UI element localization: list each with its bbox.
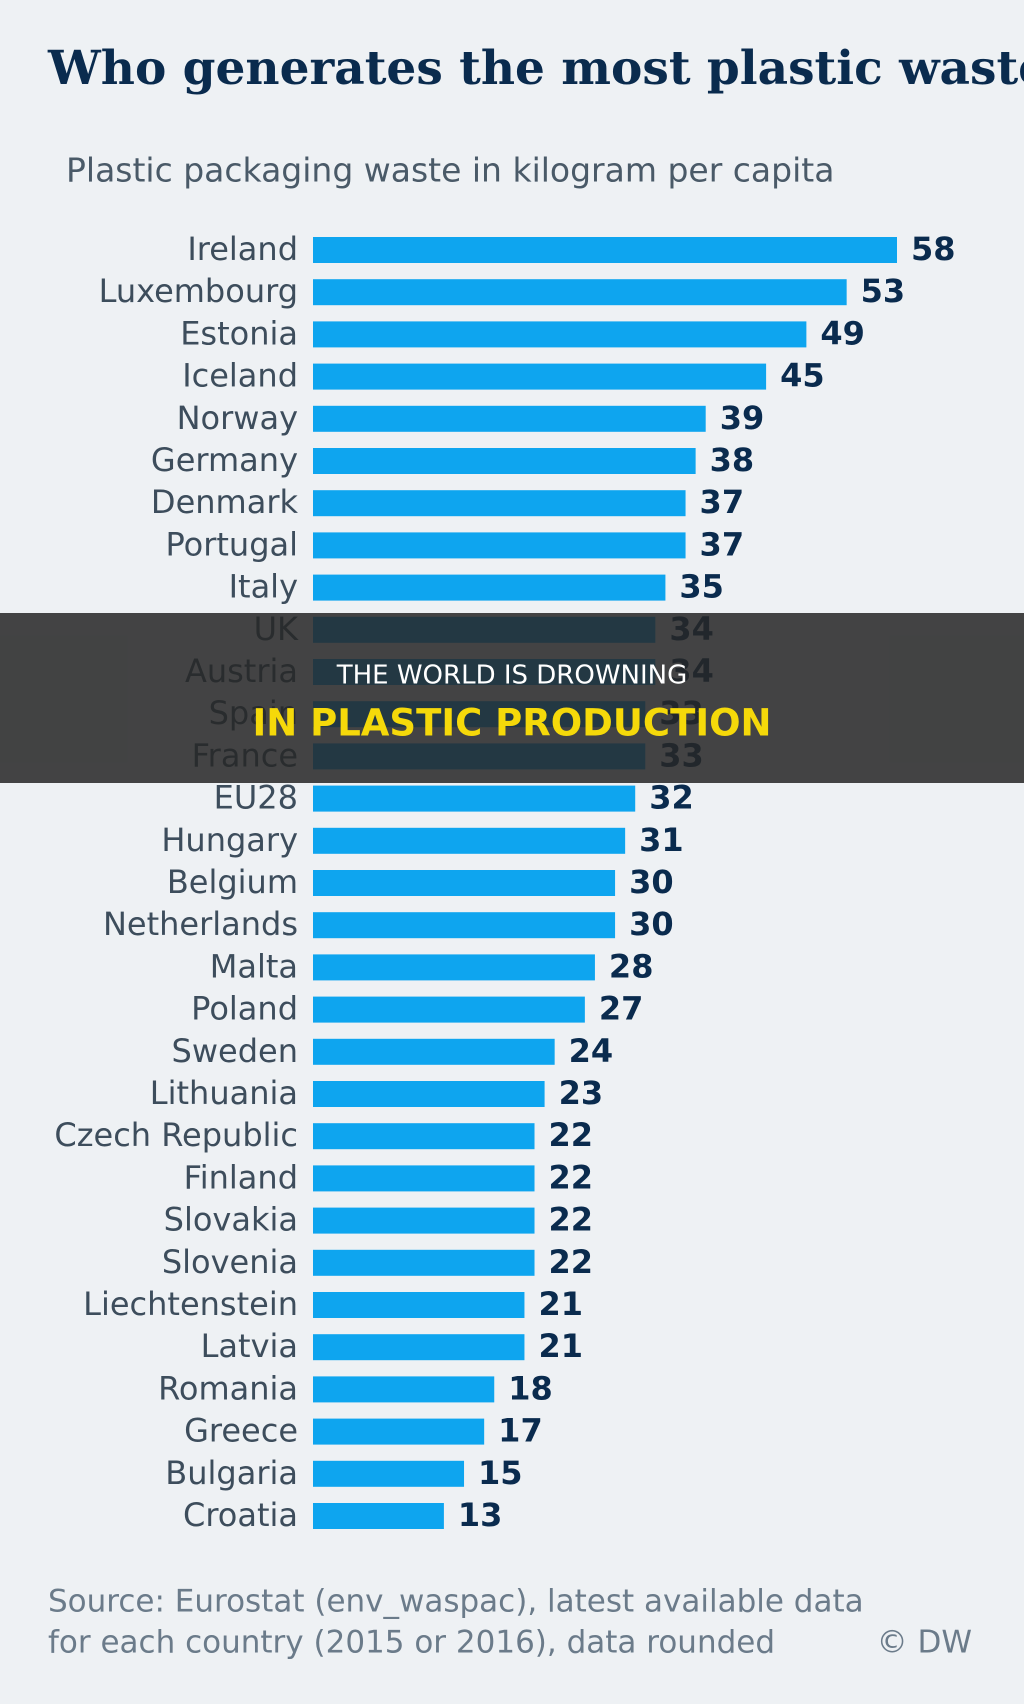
- bar: [313, 1165, 535, 1192]
- category-label: Ireland: [187, 230, 298, 268]
- bar: [313, 1334, 525, 1361]
- category-label: Lithuania: [150, 1074, 298, 1112]
- value-label: 22: [549, 1243, 594, 1281]
- category-label: Slovenia: [162, 1243, 298, 1281]
- bar: [313, 1503, 444, 1529]
- bar: [313, 954, 595, 981]
- value-label: 24: [569, 1032, 614, 1070]
- category-label: Norway: [177, 399, 298, 437]
- value-label: 35: [679, 568, 724, 606]
- bar: [313, 1081, 545, 1107]
- value-label: 45: [780, 357, 825, 395]
- bar: [313, 870, 616, 896]
- value-label: 18: [508, 1369, 553, 1407]
- overlay-banner: [0, 613, 1024, 783]
- source-line: Source: Eurostat (env_waspac), latest av…: [48, 1584, 864, 1620]
- category-label: Belgium: [167, 863, 298, 901]
- bar: [313, 1038, 555, 1065]
- category-label: Poland: [191, 990, 298, 1028]
- bar: [313, 912, 616, 939]
- category-label: Liechtenstein: [83, 1285, 298, 1323]
- bar: [313, 1207, 535, 1234]
- value-label: 37: [700, 525, 745, 563]
- bar: [313, 574, 666, 601]
- category-label: EU28: [214, 779, 298, 817]
- category-label: Slovakia: [164, 1201, 298, 1239]
- category-label: Netherlands: [103, 905, 298, 943]
- overlay-headline: IN PLASTIC PRODUCTION: [252, 702, 771, 745]
- value-label: 30: [629, 863, 674, 901]
- value-label: 13: [458, 1496, 503, 1534]
- category-label: Italy: [229, 568, 298, 606]
- category-label: Malta: [210, 947, 298, 985]
- value-label: 53: [861, 272, 906, 310]
- category-label: Sweden: [172, 1032, 298, 1070]
- bar: [313, 448, 696, 474]
- bar: [313, 1123, 535, 1150]
- category-label: Bulgaria: [165, 1454, 298, 1492]
- bar: [313, 237, 897, 263]
- category-label: Germany: [151, 441, 298, 479]
- bar: [313, 490, 686, 517]
- credit: © DW: [877, 1625, 972, 1661]
- bar: [313, 996, 585, 1023]
- value-label: 38: [710, 441, 755, 479]
- category-label: Iceland: [182, 357, 298, 395]
- value-label: 17: [498, 1412, 543, 1450]
- value-label: 58: [911, 230, 956, 268]
- bar: [313, 532, 686, 559]
- category-label: Croatia: [183, 1496, 298, 1534]
- overlay-line: THE WORLD IS DROWNING: [336, 661, 688, 691]
- bar: [313, 1249, 535, 1276]
- bar: [313, 1292, 525, 1318]
- category-label: Romania: [158, 1369, 298, 1407]
- value-label: 22: [549, 1158, 594, 1196]
- source-line: for each country (2015 or 2016), data ro…: [48, 1625, 775, 1661]
- category-label: Czech Republic: [54, 1116, 298, 1154]
- value-label: 28: [609, 947, 654, 985]
- value-label: 21: [538, 1327, 583, 1365]
- value-label: 39: [720, 399, 765, 437]
- value-label: 37: [700, 483, 745, 521]
- category-label: Denmark: [151, 483, 299, 521]
- category-label: Hungary: [161, 821, 298, 859]
- value-label: 30: [629, 905, 674, 943]
- category-label: Greece: [184, 1412, 298, 1450]
- bar: [313, 363, 767, 390]
- bar: [313, 279, 847, 306]
- value-label: 49: [820, 314, 865, 352]
- bar: [313, 321, 807, 348]
- value-label: 21: [538, 1285, 583, 1323]
- value-label: 22: [549, 1116, 594, 1154]
- bar: [313, 1418, 485, 1445]
- value-label: 22: [549, 1201, 594, 1239]
- plot: Ireland 58 Luxembourg 53 Estonia 49 Iceland 45 N…: [54, 230, 955, 1534]
- bar: [313, 1376, 495, 1403]
- value-label: 31: [639, 821, 684, 859]
- chart-subtitle: Plastic packaging waste in kilogram per …: [66, 151, 834, 190]
- bar: [313, 1460, 465, 1487]
- value-label: 15: [478, 1454, 523, 1492]
- bar: [313, 405, 706, 432]
- category-label: Latvia: [201, 1327, 298, 1365]
- value-label: 27: [599, 990, 644, 1028]
- bar: [313, 827, 626, 854]
- value-label: 32: [649, 779, 694, 817]
- chart-title: Who generates the most plastic waste?: [47, 41, 1024, 96]
- category-label: Estonia: [180, 314, 298, 352]
- category-label: Finland: [184, 1158, 298, 1196]
- value-label: 23: [559, 1074, 604, 1112]
- bar: [313, 785, 636, 812]
- category-label: Portugal: [165, 525, 298, 563]
- category-label: Luxembourg: [99, 272, 298, 310]
